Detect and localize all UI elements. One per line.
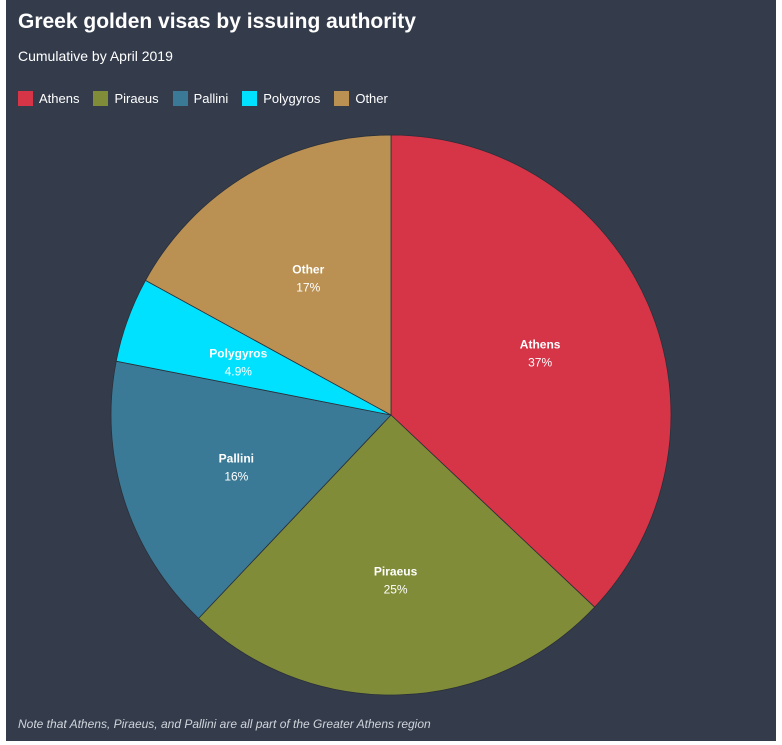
legend-item-piraeus[interactable]: Piraeus — [93, 91, 159, 106]
legend-item-other[interactable]: Other — [334, 91, 388, 106]
legend-swatch — [18, 91, 33, 106]
pie-slice-athens[interactable] — [390, 134, 672, 608]
chart-subtitle: Cumulative by April 2019 — [18, 48, 173, 64]
legend-swatch — [93, 91, 109, 106]
slice-value-polygyros: 4.9% — [225, 365, 253, 379]
legend-label: Piraeus — [114, 91, 159, 106]
slice-label-polygyros: Polygyros — [209, 347, 267, 361]
chart-title: Greek golden visas by issuing authority — [18, 10, 416, 33]
pie-slice-pallini[interactable] — [110, 360, 392, 619]
chart-card: Greek golden visas by issuing authority … — [6, 0, 776, 741]
legend-label: Athens — [39, 91, 80, 106]
legend-swatch — [242, 91, 258, 106]
legend-swatch — [334, 91, 350, 106]
legend-label: Other — [355, 91, 388, 106]
slice-label-athens: Athens — [520, 338, 561, 352]
pie-slice-other[interactable] — [144, 134, 392, 416]
pie-slice-piraeus[interactable] — [197, 414, 596, 696]
chart-note: Note that Athens, Piraeus, and Pallini a… — [18, 717, 431, 731]
legend-item-athens[interactable]: Athens — [18, 91, 79, 106]
slice-label-pallini: Pallini — [219, 452, 254, 466]
slice-value-pallini: 16% — [224, 470, 248, 484]
legend-label: Polygyros — [263, 91, 321, 106]
pie-chart: Athens 37% Piraeus 25% Pallini 16% Polygyros 4.… — [110, 134, 672, 696]
slice-value-athens: 37% — [528, 356, 552, 370]
slice-value-other: 17% — [296, 280, 320, 294]
slice-value-piraeus: 25% — [384, 582, 408, 596]
legend-item-polygyros[interactable]: Polygyros — [242, 91, 320, 106]
legend-label: Pallini — [193, 91, 229, 106]
slice-label-piraeus: Piraeus — [374, 564, 418, 578]
legend-swatch — [172, 91, 188, 106]
chart-legend: Athens Piraeus Pallini Polygyros Other — [18, 91, 388, 106]
slice-label-other: Other — [292, 262, 324, 276]
legend-item-pallini[interactable]: Pallini — [172, 91, 229, 106]
